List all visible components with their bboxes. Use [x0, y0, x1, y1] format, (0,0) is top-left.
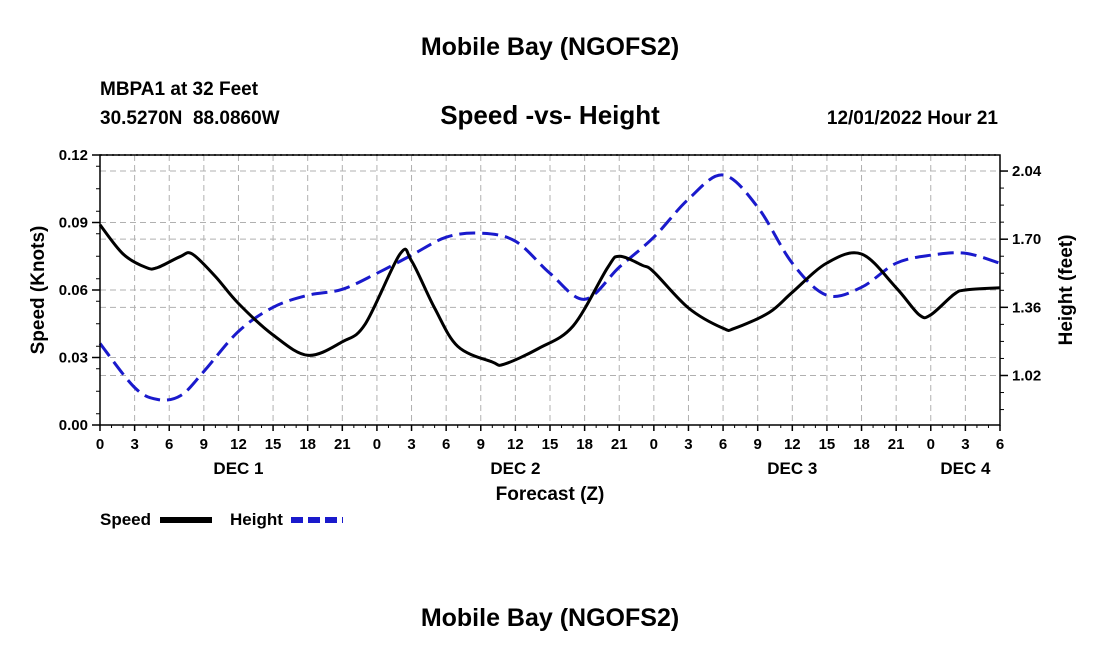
x-tick-label: 21 — [611, 436, 628, 453]
y-left-tick-label: 0.00 — [59, 417, 88, 434]
x-tick-label: 15 — [542, 436, 559, 453]
x-tick-label: 3 — [407, 436, 415, 453]
x-tick-label: 9 — [754, 436, 762, 453]
x-axis-title: Forecast (Z) — [496, 484, 605, 505]
y-left-tick-label: 0.06 — [59, 282, 88, 299]
x-tick-label: 9 — [200, 436, 208, 453]
x-tick-label: 9 — [477, 436, 485, 453]
date-label: DEC 3 — [767, 459, 817, 478]
x-tick-label: 6 — [165, 436, 173, 453]
legend-height-label: Height — [230, 510, 283, 529]
date-label: DEC 1 — [213, 459, 263, 478]
forecast-timestamp: 12/01/2022 Hour 21 — [827, 108, 999, 129]
y-right-tick-label: 1.36 — [1012, 299, 1041, 316]
x-tick-label: 21 — [334, 436, 351, 453]
series-line-speed — [98, 223, 1001, 367]
x-tick-label: 15 — [265, 436, 282, 453]
y-right-tick-label: 2.04 — [1012, 163, 1042, 180]
y-left-tick-label: 0.09 — [59, 215, 88, 232]
x-tick-label: 6 — [719, 436, 727, 453]
x-tick-label: 12 — [230, 436, 247, 453]
station-coordinates: 30.5270N 88.0860W — [100, 108, 280, 129]
station-label: MBPA1 at 32 Feet — [100, 79, 259, 100]
y-axis-left-title: Speed (Knots) — [28, 226, 49, 355]
date-label: DEC 2 — [490, 459, 540, 478]
x-tick-label: 3 — [961, 436, 969, 453]
x-tick-label: 21 — [888, 436, 905, 453]
x-tick-label: 6 — [996, 436, 1004, 453]
axes: 0 3 6 9 12 15 18 21 0 3 6 9 12 15 18 21 0 3 6 9 12 15 18 21 0 3 6D… — [59, 147, 1042, 478]
x-tick-label: 6 — [442, 436, 450, 453]
x-tick-label: 12 — [507, 436, 524, 453]
x-tick-label: 0 — [650, 436, 658, 453]
x-tick-label: 3 — [130, 436, 138, 453]
y-right-tick-label: 1.70 — [1012, 231, 1041, 248]
x-tick-label: 18 — [576, 436, 593, 453]
x-tick-label: 15 — [819, 436, 836, 453]
chart-title: Mobile Bay (NGOFS2) — [421, 33, 679, 61]
y-left-tick-label: 0.03 — [59, 350, 88, 367]
grid-lines — [100, 155, 1000, 425]
legend-speed-label: Speed — [100, 510, 151, 529]
x-tick-label: 0 — [927, 436, 935, 453]
y-axis-right-title: Height (feet) — [1056, 235, 1077, 346]
legend: Speed Height — [100, 510, 343, 529]
date-label: DEC 4 — [940, 459, 991, 478]
x-tick-label: 0 — [373, 436, 381, 453]
footer-title: Mobile Bay (NGOFS2) — [421, 604, 679, 632]
x-tick-label: 12 — [784, 436, 801, 453]
data-series — [98, 173, 1001, 402]
x-tick-label: 0 — [96, 436, 104, 453]
x-tick-label: 18 — [299, 436, 316, 453]
x-tick-label: 18 — [853, 436, 870, 453]
y-right-tick-label: 1.02 — [1012, 367, 1041, 384]
y-left-tick-label: 0.12 — [59, 147, 88, 164]
x-tick-label: 3 — [684, 436, 692, 453]
series-line-height — [98, 173, 1001, 402]
chart-subtitle: Speed -vs- Height — [440, 100, 660, 130]
